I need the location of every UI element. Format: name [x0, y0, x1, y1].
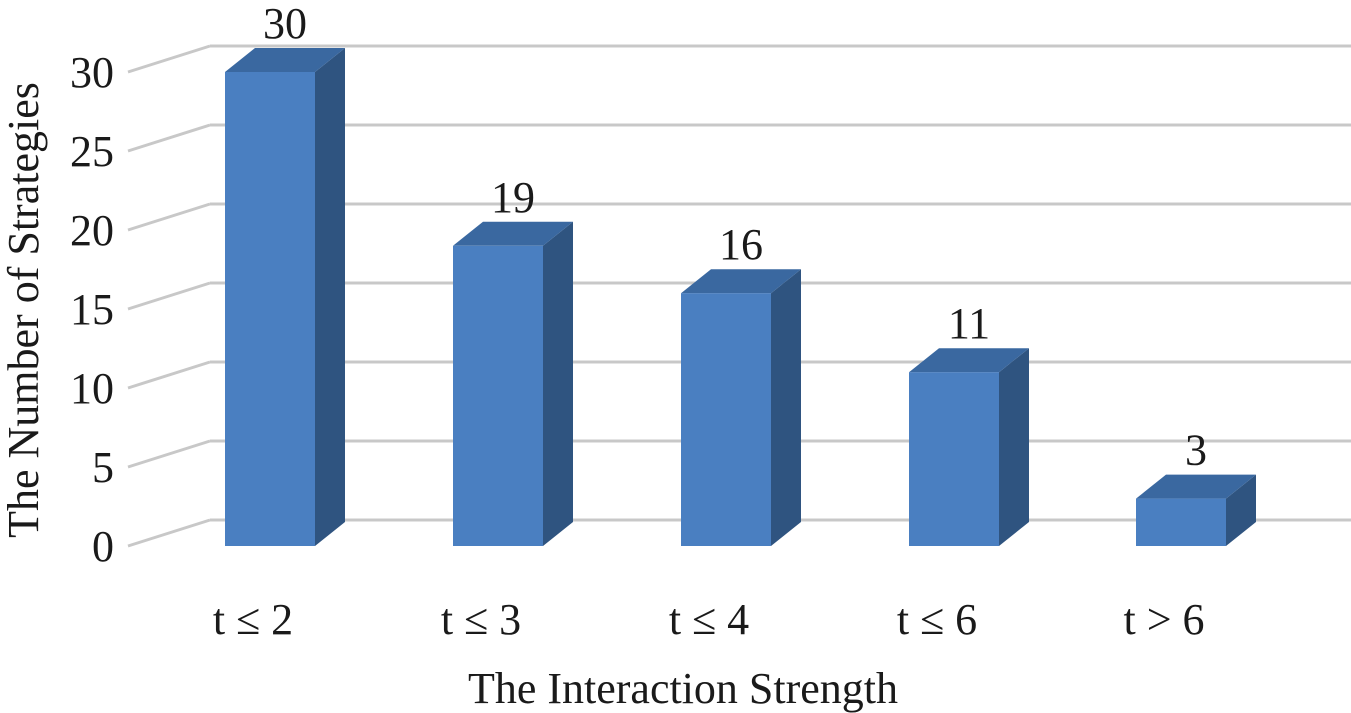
gridline-side-20 — [127, 202, 211, 232]
bar-side — [999, 348, 1029, 546]
gridline-side-0 — [127, 518, 211, 548]
data-label: 30 — [263, 0, 307, 48]
data-label: 19 — [491, 173, 535, 222]
bar-3 — [909, 348, 1029, 546]
x-tick-label: t ≤ 2 — [213, 595, 293, 644]
bar-front — [225, 72, 315, 546]
bar-top — [225, 48, 345, 72]
data-label: 3 — [1185, 426, 1207, 475]
x-tick-label: t ≤ 3 — [441, 595, 521, 644]
y-tick-label: 15 — [70, 285, 114, 334]
bar-side — [771, 269, 801, 546]
x-tick-label: t ≤ 6 — [897, 595, 977, 644]
bar-4 — [1136, 474, 1256, 546]
bar-top — [453, 221, 573, 246]
y-tick-label: 20 — [70, 206, 114, 255]
gridline-side-25 — [127, 123, 211, 153]
bar-0 — [225, 48, 345, 546]
y-tick-labels: 0 5 10 15 20 25 30 — [70, 48, 114, 571]
y-axis-title: The Number of Strategies — [0, 82, 48, 538]
y-tick-label: 5 — [92, 443, 114, 492]
y-tick-label: 0 — [92, 522, 114, 571]
bar-side — [315, 48, 345, 546]
data-label: 11 — [948, 299, 990, 348]
y-tick-label: 25 — [70, 127, 114, 176]
x-axis-title: The Interaction Strength — [468, 664, 898, 713]
data-labels: 30 19 16 11 3 — [263, 0, 1207, 475]
bar-front — [1136, 498, 1226, 546]
gridline-side-15 — [127, 281, 211, 311]
bar-top — [681, 269, 801, 294]
y-tick-label: 30 — [70, 48, 114, 97]
y-tick-label: 10 — [70, 364, 114, 413]
bar-front — [453, 245, 543, 547]
data-label: 16 — [719, 220, 763, 269]
gridline-side-5 — [127, 439, 211, 469]
x-tick-label: t > 6 — [1123, 595, 1204, 644]
bar-top — [909, 348, 1029, 373]
x-tick-label: t ≤ 4 — [669, 595, 749, 644]
bar-side — [543, 221, 573, 547]
gridline-side-10 — [127, 360, 211, 390]
bar-front — [909, 372, 999, 546]
bar-top — [1136, 474, 1256, 499]
bar-2 — [681, 269, 801, 546]
bar-side — [1226, 474, 1256, 546]
x-tick-labels: t ≤ 2 t ≤ 3 t ≤ 4 t ≤ 6 t > 6 — [213, 595, 1205, 644]
bars — [225, 48, 1256, 547]
bar-front — [681, 293, 771, 546]
gridline-side-30 — [127, 44, 211, 74]
bar-1 — [453, 221, 573, 547]
